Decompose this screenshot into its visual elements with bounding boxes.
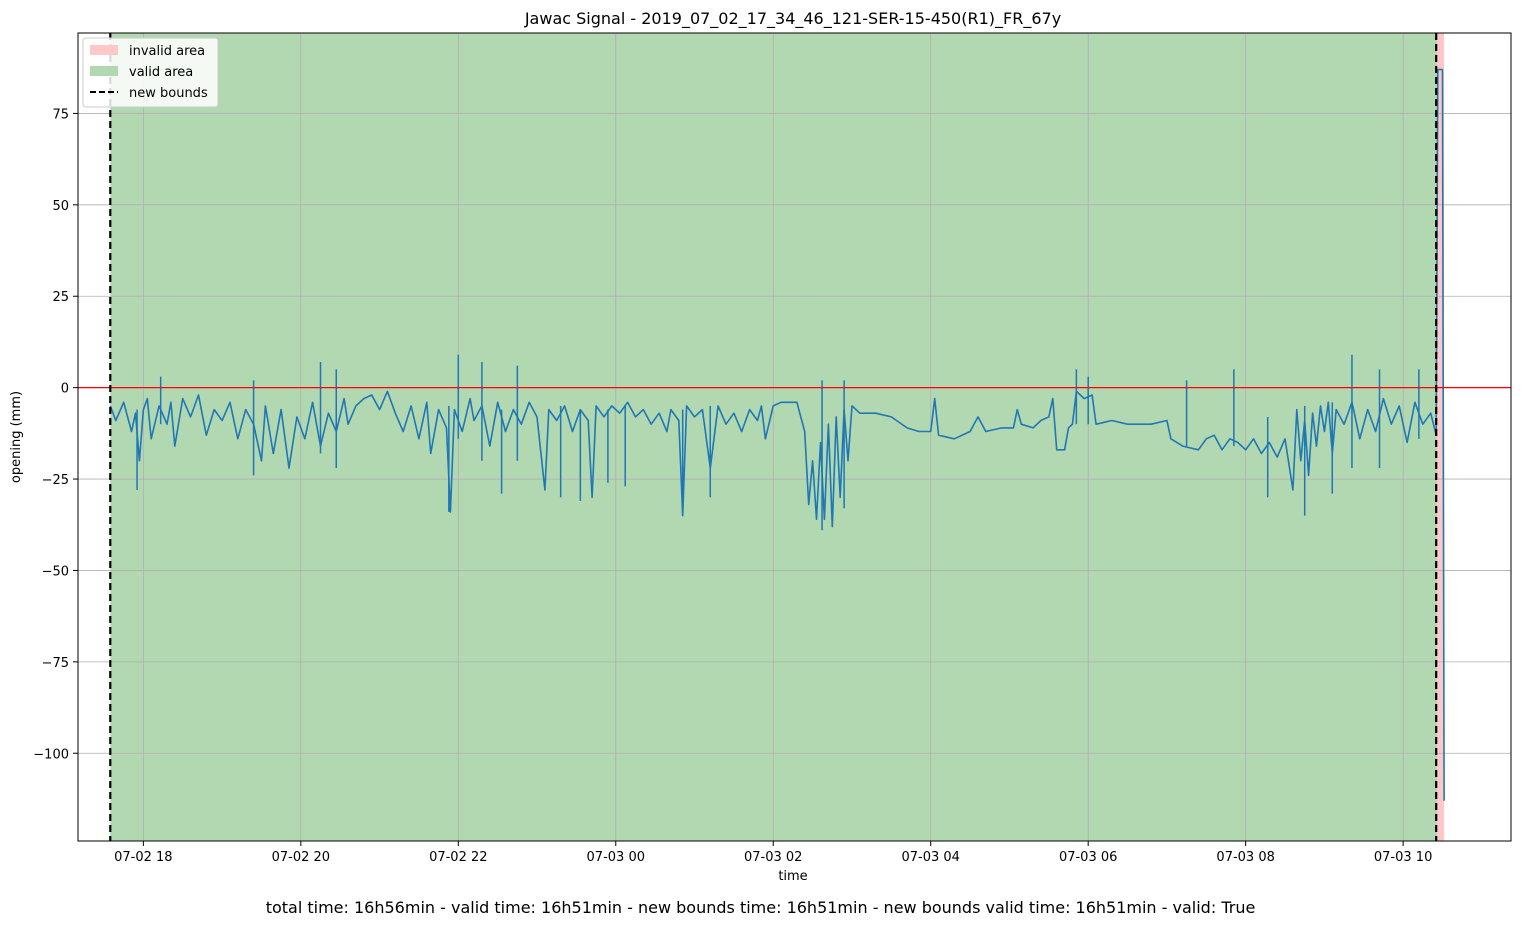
invalid-area-band [1436,33,1445,841]
x-tick-label: 07-02 18 [114,850,172,865]
x-tick-label: 07-03 02 [744,850,802,865]
plot-frame [77,32,1512,842]
y-tick-label: −100 [33,747,69,762]
signal-line [109,68,1445,801]
y-tick-label: −75 [42,656,69,671]
y-tick-label: 0 [61,382,69,397]
legend-swatch-invalid [90,45,118,55]
y-tick-label: 50 [52,199,69,214]
summary-caption: total time: 16h56min - valid time: 16h51… [265,898,1256,917]
y-tick-label: −50 [42,564,69,579]
chart-title: Jawac Signal - 2019_07_02_17_34_46_121-S… [524,9,1061,29]
x-axis-label: time [778,869,807,884]
legend: invalid area valid area new bounds [82,37,219,108]
y-axis-label: opening (mm) [9,391,24,483]
y-tick-label: 75 [52,107,69,122]
x-tick-label: 07-03 10 [1374,850,1432,865]
legend-swatch-valid [90,66,118,76]
legend-label-valid: valid area [129,65,193,80]
x-tick-label: 07-02 22 [429,850,487,865]
x-tick-label: 07-02 20 [272,850,330,865]
x-tick-label: 07-03 04 [901,850,959,865]
x-tick-label: 07-03 08 [1216,850,1274,865]
y-tick-label: 25 [52,290,69,305]
x-tick-label: 07-03 00 [587,850,645,865]
plot-area: 07-02 18 07-02 20 07-02 22 07-03 00 07-03 02… [33,32,1512,865]
y-tick-label: −25 [42,473,69,488]
legend-label-bounds: new bounds [129,86,208,101]
x-tick-label: 07-03 06 [1059,850,1117,865]
legend-label-invalid: invalid area [129,44,205,59]
legend-box [82,37,219,108]
